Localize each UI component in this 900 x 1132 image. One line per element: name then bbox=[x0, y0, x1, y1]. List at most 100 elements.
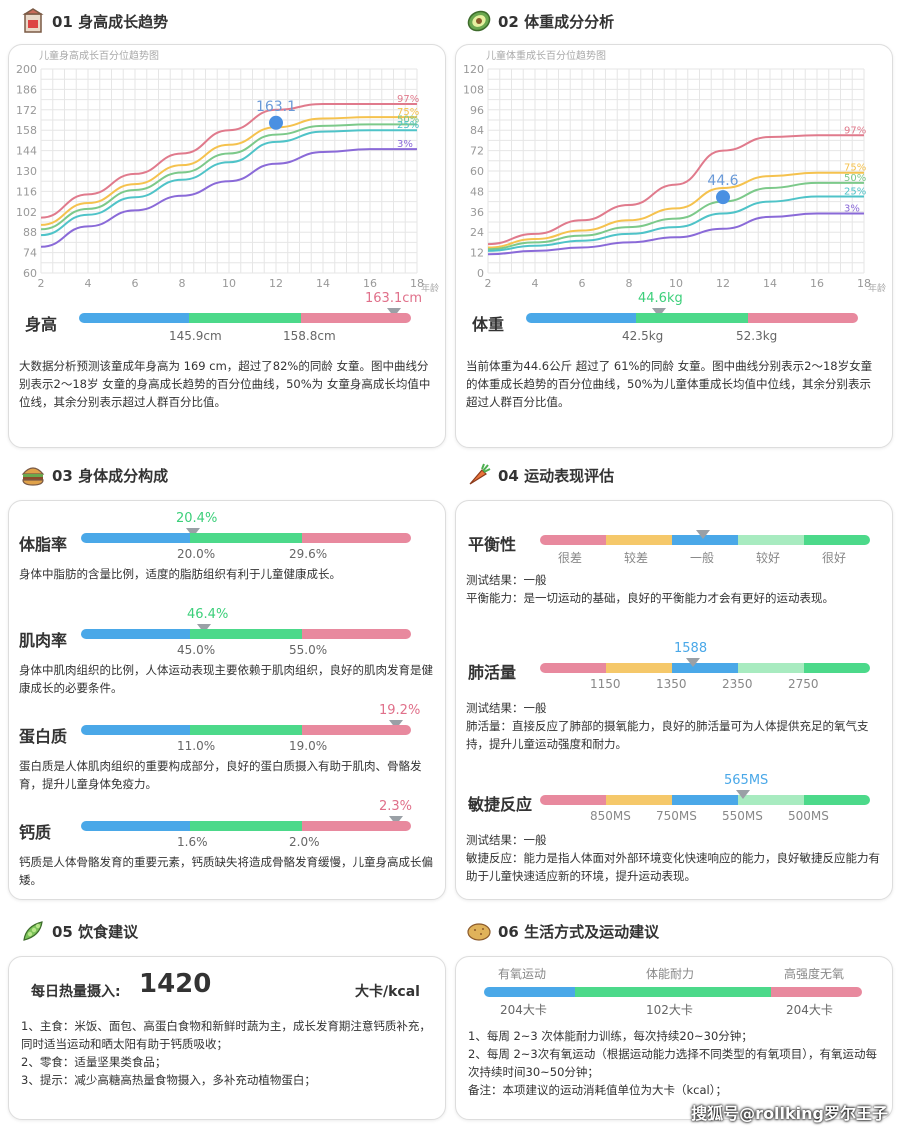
carrot-icon bbox=[469, 463, 491, 485]
sport-item-marker bbox=[696, 530, 710, 539]
height-card: 儿童身高成长百分位趋势图 200 186 172 158 144 130 116 102 88 74… bbox=[8, 44, 446, 448]
series-line-2 bbox=[40, 123, 417, 231]
body-item-tick-1: 45.0% bbox=[177, 643, 216, 657]
body-item-tick-2: 55.0% bbox=[289, 643, 328, 657]
sport-item-result: 测试结果：一般 bbox=[466, 573, 547, 587]
body-item-tick-1: 1.6% bbox=[177, 835, 208, 849]
body-item-description: 身体中脂肪的含量比例，适度的脂肪组织有利于儿童健康成长。 bbox=[19, 567, 341, 581]
y-tick-label: 108 bbox=[463, 83, 484, 96]
kcal-label: 每日热量摄入: bbox=[31, 984, 121, 1000]
y-tick-label: 116 bbox=[16, 185, 37, 198]
x-tick-label: 8 bbox=[626, 277, 633, 290]
body-item-bar bbox=[81, 629, 411, 639]
burger-icon bbox=[21, 467, 45, 486]
x-tick-label: 10 bbox=[669, 277, 683, 290]
series-line-4 bbox=[40, 148, 417, 248]
y-tick-label: 84 bbox=[470, 124, 484, 137]
series-label: 3% bbox=[397, 139, 413, 150]
height-label: 身高 bbox=[25, 315, 58, 334]
weight-tick-1: 42.5kg bbox=[622, 329, 664, 343]
body-item-tick-2: 29.6% bbox=[289, 547, 328, 561]
body-item-marker bbox=[197, 624, 211, 633]
height-chart: 儿童身高成长百分位趋势图2001861721581441301161028874… bbox=[16, 49, 439, 294]
series-line-1 bbox=[40, 116, 417, 226]
sport-item-tick: 较好 bbox=[756, 551, 781, 565]
lifestyle-card: 有氧运动 体能耐力 高强度无氧 204大卡 102大卡 204大卡 1、每周 2… bbox=[455, 956, 893, 1120]
series-line-4 bbox=[487, 212, 864, 256]
series-line-2 bbox=[487, 181, 864, 251]
x-tick-label: 12 bbox=[716, 277, 730, 290]
body-item-marker bbox=[186, 528, 200, 537]
sport-item-label: 肺活量 bbox=[468, 663, 517, 682]
sport-item-bar bbox=[540, 795, 870, 805]
series-label: 50% bbox=[844, 173, 866, 184]
sport-item-description: 肺活量：直接反应了肺部的摄氧能力，良好的肺活量可为人体提供充足的氧气支持，提升儿… bbox=[466, 719, 869, 751]
sport-item-tick: 2750 bbox=[788, 677, 819, 691]
chart-caption: 儿童体重成长百分位趋势图 bbox=[486, 49, 606, 62]
sport-item-tick: 1350 bbox=[656, 677, 687, 691]
section-title-lifestyle: 06 生活方式及运动建议 bbox=[466, 918, 659, 944]
cat-endurance: 体能耐力 bbox=[646, 967, 695, 981]
height-tick-2: 158.8cm bbox=[283, 329, 336, 343]
sport-item-result: 测试结果：一般 bbox=[466, 833, 547, 847]
x-tick-label: 12 bbox=[269, 277, 283, 290]
y-tick-label: 102 bbox=[16, 206, 37, 219]
x-tick-label: 4 bbox=[85, 277, 92, 290]
x-tick-label: 6 bbox=[132, 277, 139, 290]
avocado-icon bbox=[467, 10, 491, 32]
peapod-icon bbox=[23, 921, 43, 941]
life-line-2: 2、每周 2~3次有氧运动（根据运动能力选择不同类型的有氧项目），有氧运动每次持… bbox=[468, 1047, 877, 1079]
body-item-label: 体脂率 bbox=[19, 535, 68, 554]
data-point bbox=[716, 190, 730, 205]
sport-item-marker bbox=[686, 658, 700, 667]
life-line-1: 1、每周 2~3 次体能耐力训练，每次持续20~30分钟； bbox=[468, 1029, 753, 1043]
section-title-weight: 02 体重成分分析 bbox=[466, 8, 614, 34]
sport-item-value: 1588 bbox=[674, 641, 708, 656]
weight-marker bbox=[652, 308, 666, 317]
x-tick-label: 2 bbox=[38, 277, 45, 290]
y-tick-label: 88 bbox=[23, 226, 37, 239]
val-aerobic: 204大卡 bbox=[500, 1003, 547, 1017]
x-tick-label: 4 bbox=[532, 277, 539, 290]
body-item-label: 蛋白质 bbox=[19, 727, 68, 746]
sport-item-label: 敏捷反应 bbox=[468, 795, 533, 814]
series-line-0 bbox=[487, 134, 864, 246]
body-item-description: 身体中肌肉组织的比例，人体运动表现主要依赖于肌肉组织，良好的肌肉发育是健康成长的… bbox=[19, 663, 433, 695]
y-tick-label: 60 bbox=[23, 267, 37, 280]
series-label: 25% bbox=[844, 187, 866, 198]
series-label: 97% bbox=[397, 94, 419, 105]
x-tick-label: 6 bbox=[579, 277, 586, 290]
y-tick-label: 158 bbox=[16, 124, 37, 137]
lifestyle-bar bbox=[484, 987, 862, 997]
x-tick-label: 14 bbox=[763, 277, 777, 290]
sport-item-description: 敏捷反应：能力是指人体面对外部环境变化快速响应的能力，良好敏捷反应能力有助于儿童… bbox=[466, 851, 880, 883]
weight-value: 44.6kg bbox=[638, 291, 683, 306]
sport-item-tick: 750MS bbox=[656, 809, 697, 823]
potato-icon bbox=[467, 923, 491, 941]
sport-item-tick: 很好 bbox=[822, 551, 847, 565]
section-title-height: 01 身高成长趋势 bbox=[20, 8, 168, 34]
height-tick-1: 145.9cm bbox=[169, 329, 222, 343]
body-item-label: 钙质 bbox=[19, 823, 52, 842]
sport-item-description: 平衡能力：是一切运动的基础，良好的平衡能力才会有更好的运动表现。 bbox=[466, 591, 834, 605]
x-tick-label: 16 bbox=[810, 277, 824, 290]
sport-item-result: 测试结果：一般 bbox=[466, 701, 547, 715]
height-description: 大数据分析预测该童成年身高为 169 cm，超过了82%的同龄 女童。图中曲线分… bbox=[19, 359, 431, 409]
y-tick-label: 120 bbox=[463, 63, 484, 76]
sport-item-bar bbox=[540, 663, 870, 673]
y-tick-label: 48 bbox=[470, 185, 484, 198]
point-label: 163.1 bbox=[256, 99, 296, 115]
weight-bar bbox=[526, 313, 858, 323]
y-tick-label: 144 bbox=[16, 145, 37, 158]
point-label: 44.6 bbox=[707, 173, 738, 189]
val-endurance: 102大卡 bbox=[646, 1003, 693, 1017]
body-item-value: 2.3% bbox=[379, 799, 413, 814]
y-tick-label: 60 bbox=[470, 165, 484, 178]
weight-tick-2: 52.3kg bbox=[736, 329, 778, 343]
diet-line-2: 2、零食：适量坚果类食品； bbox=[21, 1055, 167, 1069]
body-item-bar bbox=[81, 533, 411, 543]
x-tick-label: 16 bbox=[363, 277, 377, 290]
chart-caption: 儿童身高成长百分位趋势图 bbox=[39, 49, 159, 62]
sport-card: 平衡性 很差 较差 一般 较好 很好 测试结果：一般 平衡能力：是一切运动的基础，良好的平衡能… bbox=[455, 500, 893, 900]
sport-item-tick: 较差 bbox=[624, 551, 649, 565]
